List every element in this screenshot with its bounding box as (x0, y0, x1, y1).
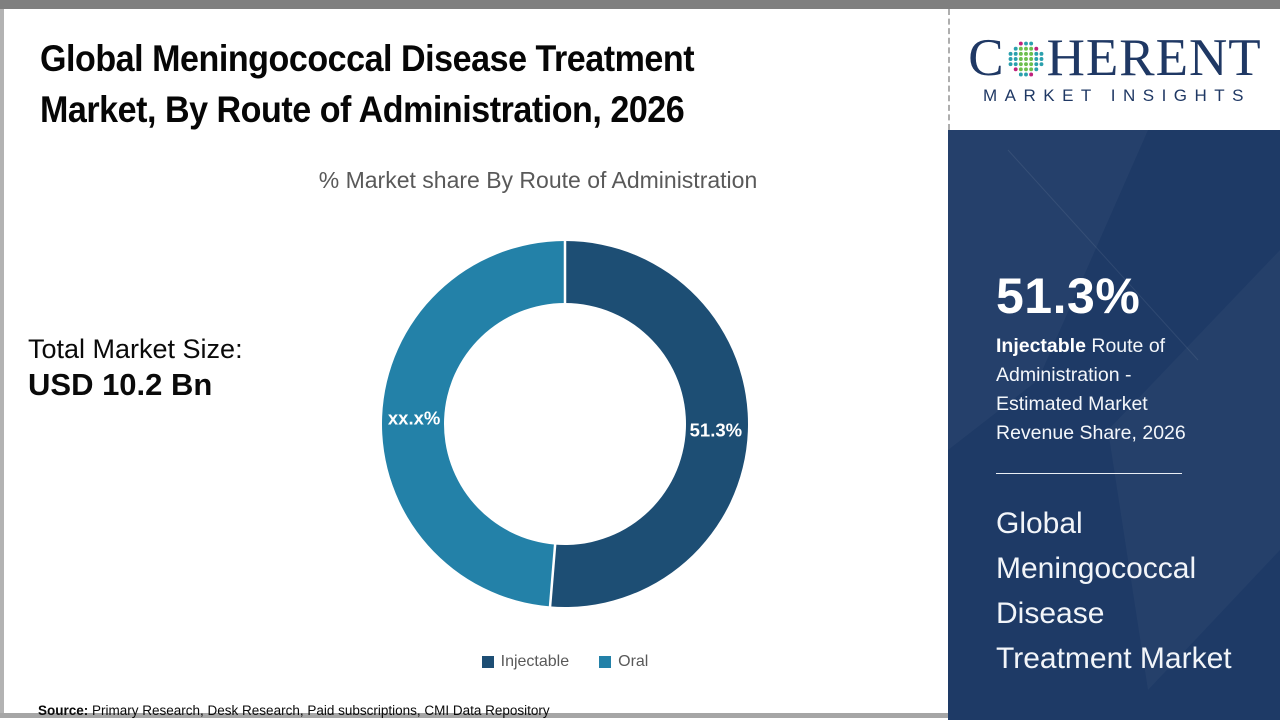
slice-separator (548, 543, 557, 608)
source-label: Source: (38, 703, 89, 718)
total-market-size-label: Total Market Size: (28, 334, 243, 364)
logo-tagline: MARKET INSIGHTS (982, 86, 1252, 105)
stat-description-rest: Route of Administration - Estimated Mark… (996, 335, 1186, 444)
sidebar-panel: 51.3% Injectable Route of Administration… (948, 130, 1280, 720)
donut-slice-oral (382, 240, 565, 607)
page-title: Global Meningococcal Disease Treatment M… (40, 33, 831, 135)
slice-value-label-oral: xx.x% (388, 407, 440, 428)
sidebar: C HERENT MARKET INSIGHTS 51.3% Injectabl… (948, 9, 1280, 720)
stat-highlight: Injectable (996, 335, 1086, 357)
logo-text-prefix: C (968, 29, 1005, 87)
sidebar-market-name: Global Meningococcal Disease Treatment M… (996, 507, 1232, 675)
page-title-line1: Global Meningococcal Disease Treatment (40, 38, 695, 79)
legend-item-injectable: Injectable (481, 653, 570, 671)
donut-slice-injectable (550, 241, 749, 608)
source-line: Source: Primary Research, Desk Research,… (38, 703, 550, 718)
left-border-bar (0, 9, 4, 718)
chart-legend: Injectable Oral (380, 653, 750, 671)
slice-value-label-injectable: 51.3% (690, 420, 742, 441)
bottom-border-bar (0, 713, 948, 718)
legend-swatch-injectable (481, 656, 494, 668)
legend-item-oral: Oral (599, 653, 648, 671)
page-title-line2: Market, By Route of Administration, 2026 (40, 89, 685, 130)
total-market-size-value: USD 10.2 Bn (28, 367, 213, 402)
brand-logo-box: C HERENT MARKET INSIGHTS (948, 9, 1280, 130)
top-border-bar (0, 0, 1280, 9)
sidebar-divider (996, 473, 1182, 474)
legend-label-injectable: Injectable (500, 653, 570, 670)
main-content: Global Meningococcal Disease Treatment M… (4, 9, 948, 718)
sidebar-stat-value: 51.3% (996, 268, 1141, 324)
chart-subtitle: % Market share By Route of Administratio… (318, 167, 758, 193)
logo-globe-icon (1008, 41, 1044, 77)
source-text: Primary Research, Desk Research, Paid su… (88, 703, 550, 718)
legend-swatch-oral (599, 656, 612, 668)
donut-chart: 51.3% xx.x% (382, 240, 749, 608)
sidebar-stat-description: Injectable Route of Administration - Est… (996, 332, 1208, 448)
legend-label-oral: Oral (618, 653, 649, 670)
total-market-size-block: Total Market Size: USD 10.2 Bn (28, 332, 243, 404)
brand-logo: C HERENT (968, 29, 1262, 87)
logo-text-suffix: HERENT (1046, 29, 1262, 87)
